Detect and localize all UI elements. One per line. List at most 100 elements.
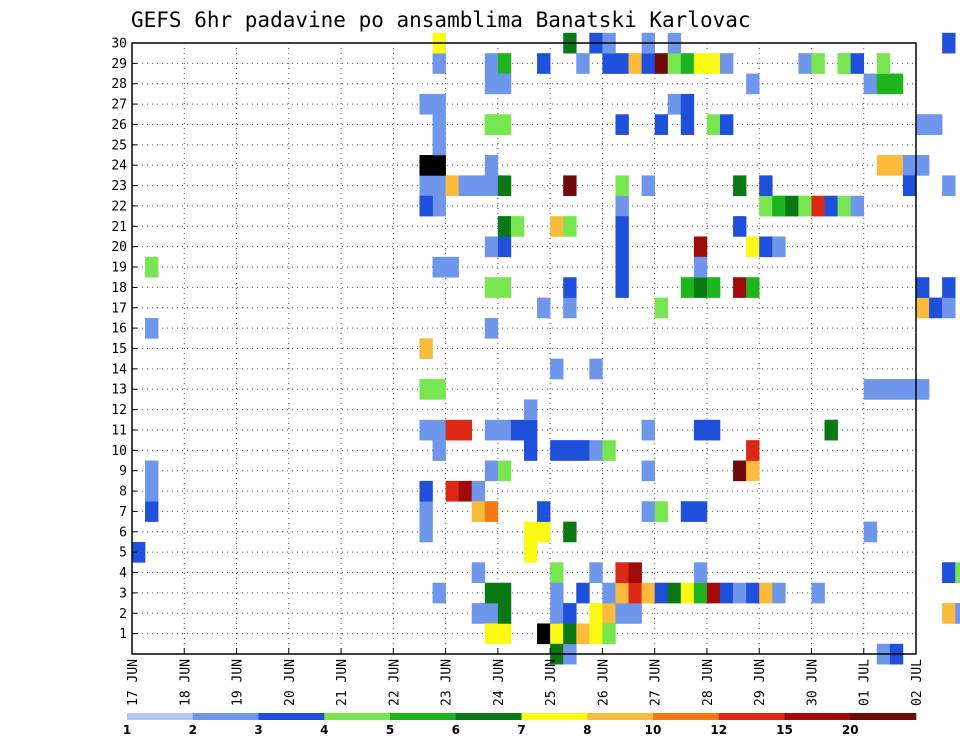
heatmap-cell: [419, 155, 433, 176]
heatmap-cell: [641, 501, 655, 522]
colorbar-swatch: [390, 713, 457, 720]
heatmap-cell: [693, 256, 708, 278]
heatmap-cell: [484, 603, 499, 624]
heatmap-cell: [706, 419, 721, 441]
heatmap-cell: [484, 623, 499, 645]
heatmap-cell: [563, 623, 577, 645]
heatmap-cell: [759, 175, 773, 197]
heatmap-cell: [471, 603, 486, 624]
heatmap-cell: [484, 277, 499, 298]
heatmap-cell: [942, 277, 956, 298]
heatmap-cell: [484, 73, 499, 95]
y-tick-label: 28: [111, 77, 127, 92]
colorbar-swatch: [718, 713, 785, 720]
heatmap-cell: [706, 53, 721, 74]
heatmap-cell: [484, 501, 499, 522]
chart-title: GEFS 6hr padavine po ansamblima Banatski…: [131, 8, 751, 32]
heatmap-cell: [615, 562, 629, 584]
heatmap-cell: [589, 623, 603, 645]
heatmap-cell: [145, 480, 159, 502]
heatmap-cell: [654, 114, 669, 135]
heatmap-cell: [602, 603, 616, 624]
x-tick-label: 22 JUN: [387, 659, 402, 706]
heatmap-cell: [524, 521, 538, 543]
heatmap-cell: [680, 277, 695, 298]
heatmap-cell: [876, 53, 891, 74]
heatmap-cell: [432, 195, 446, 217]
heatmap-cells: [132, 32, 960, 665]
heatmap-cell: [720, 53, 734, 74]
heatmap-cell: [615, 277, 629, 298]
heatmap-cell: [132, 541, 146, 563]
heatmap-cell: [693, 419, 708, 441]
heatmap-cell: [641, 175, 655, 197]
heatmap-cell: [746, 440, 760, 461]
colorbar-label: 8: [583, 723, 591, 737]
heatmap-cell: [628, 603, 642, 624]
y-tick-label: 18: [111, 281, 127, 296]
heatmap-cell: [641, 582, 655, 604]
heatmap-cell: [876, 379, 891, 400]
heatmap-cell: [484, 114, 499, 135]
heatmap-cell: [746, 460, 760, 482]
x-tick-label: 26 JUN: [596, 659, 611, 706]
heatmap-cell: [615, 53, 629, 74]
heatmap-cell: [667, 582, 682, 604]
heatmap-cell: [497, 460, 512, 482]
heatmap-cell: [628, 562, 642, 584]
heatmap-cell: [484, 53, 499, 74]
y-tick-label: 12: [111, 403, 127, 418]
heatmap-cell: [837, 195, 851, 217]
heatmap-cell: [458, 419, 473, 441]
heatmap-cell: [563, 440, 577, 461]
heatmap-cell: [706, 582, 721, 604]
heatmap-cell: [145, 460, 159, 482]
heatmap-cell: [667, 53, 682, 74]
colorbar-label: 7: [517, 723, 525, 737]
colorbar-swatch: [192, 713, 259, 720]
heatmap-cell: [615, 175, 629, 197]
heatmap-cell: [589, 603, 603, 624]
y-tick-label: 26: [111, 118, 127, 133]
y-tick-label: 9: [119, 464, 127, 479]
heatmap-cell: [576, 582, 590, 604]
colorbar-label: 5: [386, 723, 394, 737]
heatmap-cell: [524, 541, 538, 563]
heatmap-cell: [497, 277, 512, 298]
heatmap-cell: [471, 480, 486, 502]
heatmap-cell: [837, 53, 851, 74]
heatmap-cell: [497, 175, 512, 197]
heatmap-cell: [419, 338, 433, 359]
heatmap-cell: [484, 460, 499, 482]
heatmap-cell: [497, 53, 512, 74]
heatmap-cell: [432, 93, 446, 115]
x-axis-ticks: 17 JUN 18 JUN 19 JUN 20 JUN 21 JUN 22 JUN 23 J…: [126, 648, 925, 706]
heatmap-cell: [419, 175, 433, 197]
x-tick-label: 29 JUN: [753, 659, 768, 706]
heatmap-cell: [680, 582, 695, 604]
y-tick-label: 29: [111, 57, 127, 72]
heatmap-cell: [902, 155, 917, 176]
heatmap-cell: [432, 256, 446, 278]
heatmap-cell: [563, 175, 577, 197]
heatmap-cell: [458, 480, 473, 502]
heatmap-cell: [497, 419, 512, 441]
heatmap-cell: [484, 236, 499, 258]
colorbar-label: 4: [320, 723, 328, 737]
heatmap-cell: [550, 623, 564, 645]
heatmap-cell: [902, 175, 917, 197]
heatmap-cell: [497, 603, 512, 624]
heatmap-cell: [916, 277, 930, 298]
colorbar-label: 6: [452, 723, 460, 737]
y-tick-label: 1: [119, 627, 127, 642]
heatmap-cell: [929, 297, 943, 319]
heatmap-cell: [824, 419, 838, 441]
y-tick-label: 3: [119, 586, 127, 601]
y-tick-label: 22: [111, 199, 127, 214]
x-tick-label: 23 JUN: [440, 659, 455, 706]
heatmap-cell: [916, 114, 930, 135]
y-tick-label: 4: [119, 566, 127, 581]
y-tick-label: 5: [119, 546, 127, 561]
heatmap-cell: [916, 379, 930, 400]
